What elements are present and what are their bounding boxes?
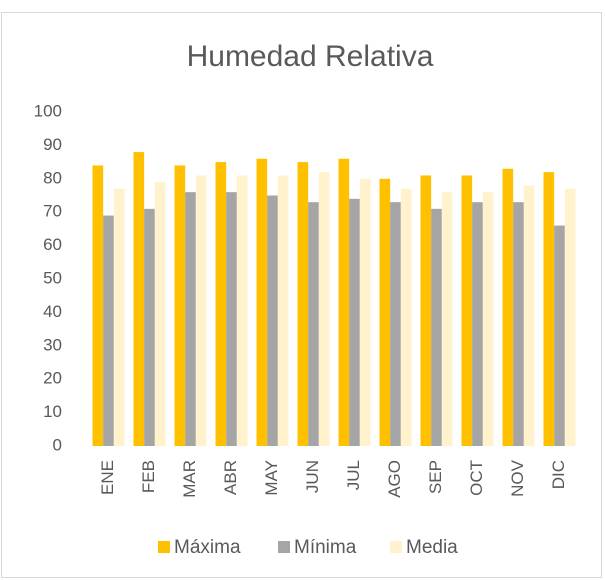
bar bbox=[256, 158, 268, 446]
bar bbox=[523, 185, 535, 447]
bar bbox=[441, 192, 453, 446]
legend-label: Media bbox=[406, 537, 458, 558]
legend-swatch bbox=[278, 541, 290, 553]
x-tick-label: SEP bbox=[426, 460, 445, 494]
bar bbox=[133, 152, 145, 446]
bar bbox=[113, 188, 125, 446]
y-tick-label: 60 bbox=[43, 235, 62, 254]
x-tick-label: MAR bbox=[180, 460, 199, 498]
y-tick-label: 40 bbox=[43, 302, 62, 321]
y-tick-label: 0 bbox=[53, 435, 62, 454]
legend-swatch bbox=[390, 541, 402, 553]
bar bbox=[277, 175, 289, 446]
bar bbox=[267, 195, 278, 446]
bar bbox=[513, 202, 524, 446]
x-tick-label: FEB bbox=[139, 460, 158, 493]
bar bbox=[482, 192, 494, 446]
chart-title: Humedad Relativa bbox=[187, 40, 434, 73]
x-tick-label: NOV bbox=[508, 459, 527, 497]
bar bbox=[502, 168, 514, 446]
bar bbox=[349, 198, 360, 446]
legend-label: Máxima bbox=[174, 537, 241, 558]
bar bbox=[154, 182, 166, 446]
x-tick-label: MAY bbox=[262, 460, 281, 496]
bar bbox=[359, 178, 371, 447]
bar bbox=[308, 202, 319, 446]
bar bbox=[92, 165, 104, 446]
x-tick-label: JUN bbox=[303, 460, 322, 493]
x-tick-label: ABR bbox=[221, 460, 240, 495]
legend-label: Mínima bbox=[294, 537, 357, 558]
bar bbox=[400, 188, 412, 446]
x-tick-label: AGO bbox=[385, 460, 404, 498]
y-tick-label: 100 bbox=[34, 101, 62, 120]
y-tick-label: 70 bbox=[43, 202, 62, 221]
bar bbox=[461, 175, 473, 446]
bar bbox=[338, 158, 350, 446]
y-tick-label: 50 bbox=[43, 268, 62, 287]
x-tick-label: JUL bbox=[344, 460, 363, 490]
bar bbox=[390, 202, 401, 446]
bar bbox=[297, 162, 309, 446]
y-tick-label: 30 bbox=[43, 335, 62, 354]
bar bbox=[103, 215, 114, 446]
x-tick-label: OCT bbox=[467, 460, 486, 496]
bar bbox=[420, 175, 432, 446]
bar bbox=[174, 165, 186, 446]
bar bbox=[215, 162, 227, 446]
bar bbox=[431, 208, 442, 446]
bar bbox=[379, 178, 391, 447]
bar bbox=[185, 192, 196, 446]
bar bbox=[226, 192, 237, 446]
bar bbox=[144, 208, 155, 446]
bar bbox=[564, 188, 576, 446]
x-tick-label: ENE bbox=[98, 460, 117, 495]
y-tick-label: 20 bbox=[43, 369, 62, 388]
y-tick-label: 80 bbox=[43, 168, 62, 187]
legend-swatch bbox=[158, 541, 170, 553]
x-tick-label: DIC bbox=[549, 460, 568, 489]
bar bbox=[195, 175, 207, 446]
bar bbox=[472, 202, 483, 446]
bar bbox=[554, 225, 565, 446]
bar bbox=[236, 175, 248, 446]
bar bbox=[318, 172, 330, 446]
y-tick-label: 90 bbox=[43, 135, 62, 154]
bar bbox=[543, 172, 555, 446]
y-tick-label: 10 bbox=[43, 402, 62, 421]
